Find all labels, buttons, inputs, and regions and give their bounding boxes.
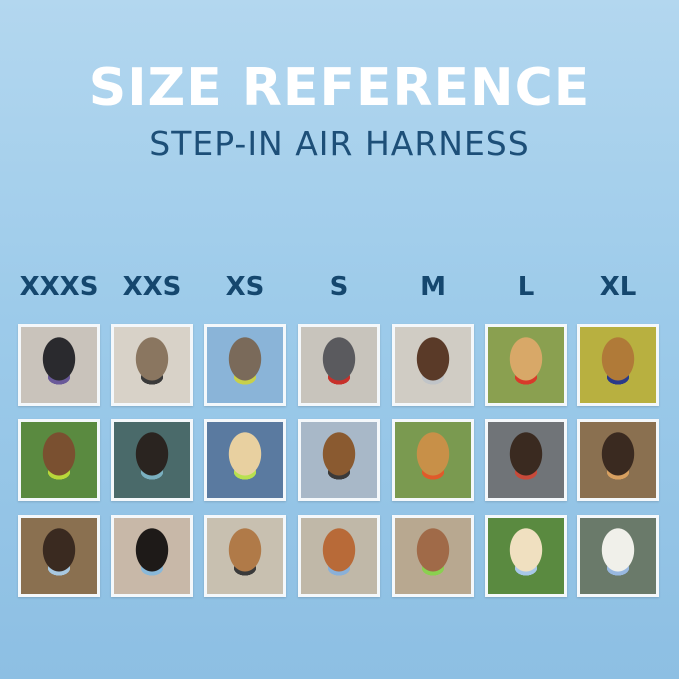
size-label-xs: XS [225,272,265,302]
size-label-m: M [420,272,446,302]
dog-photo-s [298,515,380,597]
cat-photo-xxs [111,324,193,406]
page-title: SIZE REFERENCE [88,58,591,118]
dog-photo-m [392,419,474,501]
dog-photo-xl [577,515,659,597]
size-label-l: L [517,272,535,302]
cat-photo-xs [204,324,286,406]
page-subtitle: STEP-IN AIR HARNESS [149,124,530,163]
dog-photo-m [392,515,474,597]
dog-photo-s [298,419,380,501]
cat-photo-xxxs [18,324,100,406]
dog-photo-xl [577,324,659,406]
dog-photo-xxs [111,419,193,501]
dog-photo-l [485,419,567,501]
dog-photo-s [298,324,380,406]
size-label-s: S [329,272,349,302]
size-label-xxxs: XXXS [19,272,99,302]
dog-photo-xs [204,419,286,501]
size-label-xl: XL [599,272,637,302]
dog-photo-xs [204,515,286,597]
dog-photo-m [392,324,474,406]
dog-photo-xxs [111,515,193,597]
dog-photo-xxxs [18,515,100,597]
size-label-xxs: XXS [122,272,182,302]
dog-photo-l [485,324,567,406]
dog-photo-xl [577,419,659,501]
dog-photo-xxxs [18,419,100,501]
dog-photo-l [485,515,567,597]
